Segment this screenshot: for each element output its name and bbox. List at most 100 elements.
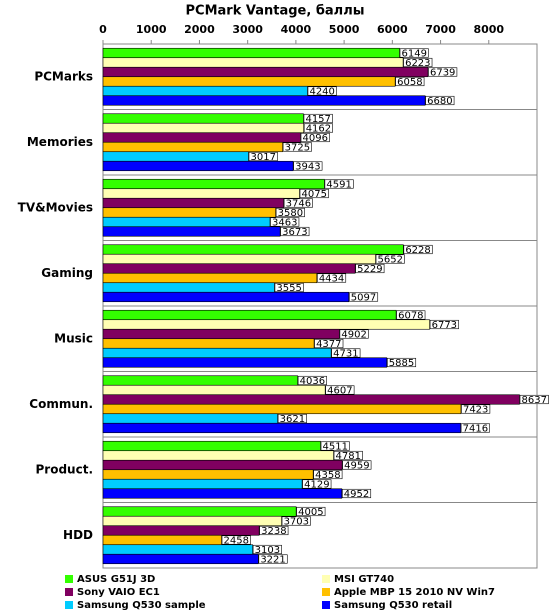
value-label-box [300,132,330,143]
value-label: 4902 [341,330,366,341]
value-label: 4157 [305,114,330,125]
value-label-box [248,151,278,162]
bar [102,309,397,321]
value-label: 6223 [405,58,430,69]
value-label: 3673 [282,227,307,238]
x-tick-label: 0 [99,23,107,36]
x-tick-label: 1000 [136,23,167,36]
bar [102,216,271,228]
value-label-box [275,207,305,218]
category-label: TV&Movies [18,200,93,214]
bar [102,338,315,349]
value-label: 5097 [351,293,376,304]
value-label-box [303,113,333,124]
value-label: 3221 [260,555,285,566]
value-label: 4781 [336,451,361,462]
value-label-box [333,450,363,461]
value-label-box [396,310,426,320]
value-label-box [460,423,490,433]
bar [102,328,340,340]
category-label: Gaming [41,266,93,280]
legend-swatch [65,588,73,596]
bar [102,469,314,480]
bar [102,506,297,517]
x-tick-label: 8000 [473,23,504,36]
bar [102,357,388,368]
bar [102,440,321,452]
value-label: 4036 [300,376,325,387]
value-label-box [259,525,289,536]
bar [102,403,462,415]
value-label: 4731 [333,349,358,360]
value-label-box [296,506,326,517]
value-label-box [341,488,372,499]
bar [102,57,404,68]
value-label-box [221,535,251,545]
value-label: 4358 [315,470,340,481]
category-label: PCMarks [34,69,93,83]
value-label-box [429,319,459,330]
bar [102,178,325,190]
value-label-box [302,479,332,489]
value-label-box [461,404,491,414]
bar [102,525,260,536]
bar [102,459,343,471]
bar [102,450,334,461]
x-tick-label: 6000 [377,23,408,36]
value-label-box [324,179,354,189]
bar [102,422,461,434]
value-label: 3017 [250,152,275,163]
value-label: 4129 [304,480,329,491]
value-label-box [320,441,350,451]
value-label-box [348,292,379,302]
value-label-box [252,544,282,555]
bar [102,553,259,565]
value-label-box [317,273,347,283]
value-label-box [313,469,343,480]
bar [102,253,376,265]
legend-label: Sony VAIO EC1 [77,587,160,598]
value-label-box [425,95,455,106]
legend-label: MSI GT740 [334,574,394,585]
legend-swatch [322,601,330,609]
value-label: 4162 [306,124,331,135]
value-label-box [307,86,337,96]
bar [102,394,520,405]
bar [102,488,343,499]
bar [102,188,300,199]
value-label: 6680 [427,96,452,107]
bar [102,160,294,172]
value-label: 3463 [272,218,297,229]
bar [102,47,400,59]
bar [102,151,249,162]
value-label-box [331,348,361,358]
bar [102,375,298,386]
chart-title: PCMark Vantage, баллы [186,4,365,19]
value-label: 6058 [397,77,422,88]
bar [102,207,276,218]
bar [102,122,305,134]
value-label: 4005 [298,507,323,518]
value-label: 6078 [398,311,423,322]
bar [102,291,350,303]
value-label-box [277,413,307,424]
value-label-box [283,198,313,208]
value-label-box [314,338,344,349]
value-label: 3580 [278,208,303,219]
value-label-box [303,123,333,133]
value-label: 5229 [357,264,382,275]
value-label-box [293,161,323,171]
value-label-box [403,57,433,68]
x-tick-label: 3000 [232,23,263,36]
value-label: 6228 [405,245,430,256]
value-label-box [280,226,310,237]
legend-label: Samsung Q530 sample [77,600,206,611]
value-label-box [375,254,405,264]
bar [102,113,304,124]
x-tick-label: 5000 [329,23,360,36]
bar [102,282,275,293]
bar [102,66,429,78]
legend-swatch [65,575,73,583]
value-label: 3238 [261,526,286,537]
value-label-box [339,329,369,339]
